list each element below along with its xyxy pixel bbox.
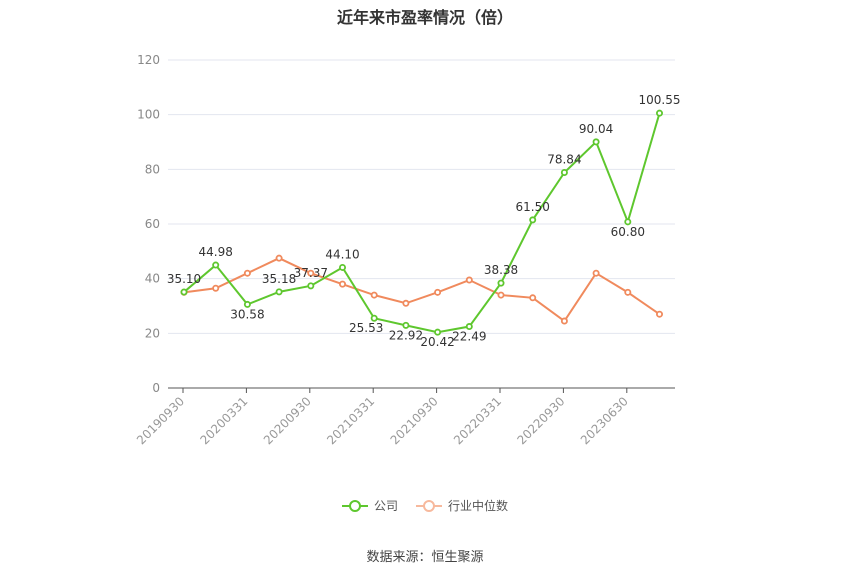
data-point [529,294,537,302]
data-label: 35.10 [167,272,201,286]
data-label: 90.04 [579,122,613,136]
data-point [370,291,378,299]
y-tick-label: 0 [152,381,160,395]
data-label: 61.50 [516,200,550,214]
series-line-1 [183,257,661,323]
data-point [497,291,505,299]
chart-legend[interactable]: 公司 行业中位数 [0,497,850,514]
x-tick-label: 20200930 [261,394,314,447]
data-point [180,288,188,296]
data-point [370,314,378,322]
data-point [624,288,632,296]
data-source: 数据来源：恒生聚源 [366,550,484,565]
y-tick-label: 40 [145,272,160,286]
data-label: 38.38 [484,263,518,277]
data-point [560,169,568,177]
data-label: 35.18 [262,272,296,286]
data-point [275,288,283,296]
data-point [656,109,664,117]
data-label: 30.58 [230,307,264,321]
data-point [434,328,442,336]
data-point [529,216,537,224]
data-label: 44.98 [199,245,233,259]
legend-item-industry[interactable]: 行业中位数 [416,497,508,514]
data-point [338,280,346,288]
data-point [402,321,410,329]
legend-label-industry: 行业中位数 [448,499,509,513]
data-point [243,300,251,308]
x-tick-label: 20200331 [197,394,250,447]
data-label: 44.10 [325,247,359,261]
data-point [307,282,315,290]
data-label: 60.80 [611,225,645,239]
data-label: 20.42 [420,335,454,349]
y-tick-label: 100 [137,108,160,122]
data-point [656,310,664,318]
data-label: 78.84 [547,153,581,167]
data-point [212,284,220,292]
data-point [338,263,346,271]
data-point [275,254,283,262]
legend-item-company[interactable]: 公司 [341,497,398,514]
chart-title: 近年来市盈率情况（倍） [336,8,513,27]
x-tick-label: 20210331 [324,394,377,447]
data-point [434,288,442,296]
data-label: 37.37 [294,266,328,280]
data-label: 22.92 [389,328,423,342]
x-tick-label: 20230630 [578,394,631,447]
data-point [465,323,473,331]
data-point [497,279,505,287]
data-point [465,276,473,284]
data-point [243,269,251,277]
data-point [592,138,600,146]
data-point [560,317,568,325]
y-tick-label: 80 [145,162,160,176]
data-point [624,218,632,226]
series-line-0 [183,112,661,334]
x-tick-label: 20190930 [134,394,187,447]
data-label: 22.49 [452,330,486,344]
legend-swatch-company [341,499,368,513]
data-point [592,269,600,277]
data-point [212,261,220,269]
data-point [402,299,410,307]
x-tick-label: 20210930 [388,394,441,447]
y-tick-label: 120 [137,53,160,67]
x-tick-label: 20220331 [451,394,504,447]
legend-label-company: 公司 [373,499,398,513]
data-point [307,269,315,277]
data-label: 100.55 [639,93,681,107]
data-label: 25.53 [349,321,383,335]
legend-swatch-industry [416,499,442,513]
y-tick-label: 20 [145,326,160,340]
y-tick-label: 60 [145,217,160,231]
x-tick-label: 20220930 [514,394,567,447]
